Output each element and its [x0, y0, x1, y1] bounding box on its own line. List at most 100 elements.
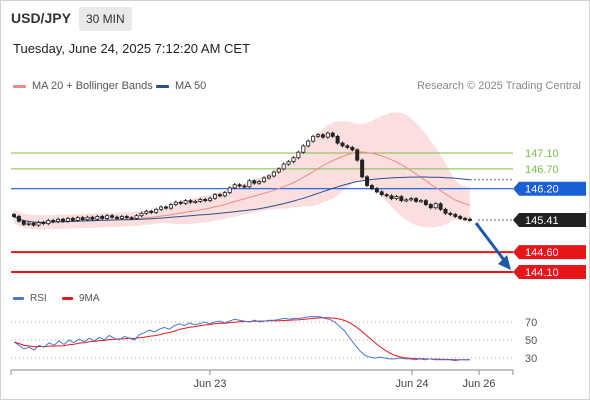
candle-down — [217, 194, 222, 197]
candle-up — [75, 217, 80, 221]
candle-down — [237, 184, 242, 187]
candle-down — [428, 204, 433, 209]
candle-down — [51, 220, 56, 223]
candle-up — [198, 199, 203, 202]
candle-down — [11, 214, 16, 217]
candle-down — [124, 216, 129, 219]
candle-up — [409, 198, 414, 201]
candle-down — [41, 222, 46, 225]
candle-up — [95, 216, 100, 220]
symbol-title: USD/JPY — [11, 10, 71, 26]
candle-up — [296, 151, 301, 159]
price-tag-text-144.60: 144.60 — [525, 247, 559, 259]
candle-down — [61, 218, 66, 222]
candle-down — [467, 218, 472, 221]
rsi-swatch — [13, 296, 24, 300]
candle-up — [227, 187, 232, 194]
candle-up — [247, 180, 252, 188]
ma50-swatch — [156, 84, 169, 88]
candle-down — [360, 159, 365, 178]
candle-down — [355, 149, 360, 161]
candle-down — [80, 217, 85, 221]
candle-up — [139, 212, 144, 217]
candle-up — [105, 215, 110, 219]
price-tag-text-146.20: 146.20 — [525, 184, 559, 196]
candle-up — [119, 216, 124, 219]
candle-down — [443, 208, 448, 214]
candle-down — [438, 203, 443, 210]
candle-down — [340, 142, 345, 147]
candle-down — [448, 212, 453, 215]
timeframe-button[interactable]: 30 MIN — [79, 7, 132, 31]
legend-label: 9MA — [79, 293, 100, 304]
candle-down — [163, 206, 168, 209]
candle-up — [154, 208, 159, 213]
candle-up — [291, 157, 296, 163]
candle-up — [46, 220, 51, 225]
candle-up — [276, 168, 281, 173]
candle-up — [271, 171, 276, 177]
candle-up — [183, 200, 188, 204]
candle-down — [16, 216, 21, 222]
candle-up — [281, 163, 286, 170]
candle-down — [463, 218, 468, 221]
ma9-swatch — [62, 296, 73, 300]
rsi-tick-50: 50 — [525, 335, 537, 347]
header-bar: USD/JPY 30 MIN — [0, 0, 590, 36]
candle-down — [203, 199, 208, 202]
ma20-swatch — [13, 84, 26, 88]
candle-down — [458, 216, 463, 219]
candle-up — [306, 140, 311, 147]
price-tag-146.20 — [513, 181, 586, 196]
candle-down — [110, 215, 115, 218]
candle-down — [384, 194, 389, 197]
candle-down — [379, 191, 384, 196]
candle-up — [232, 184, 237, 189]
legend-label: MA 50 — [175, 80, 207, 92]
level-label-147.10: 147.10 — [525, 148, 559, 160]
candle-down — [389, 195, 394, 200]
candle-up — [213, 194, 218, 199]
credit-text: Research © 2025 Trading Central — [416, 80, 581, 92]
ma50-line — [13, 176, 471, 223]
candle-up — [193, 200, 198, 203]
x-tick-label: Jun 23 — [193, 378, 226, 390]
legend-item-ma50: MA 50 — [156, 80, 206, 92]
candle-up — [433, 203, 438, 209]
candle-down — [100, 216, 105, 219]
x-tick-label: Jun 26 — [462, 378, 495, 390]
candle-up — [65, 218, 70, 222]
candle-up — [85, 216, 90, 221]
candle-down — [70, 218, 75, 221]
candle-up — [56, 218, 61, 223]
candle-down — [149, 210, 154, 213]
candle-down — [374, 188, 379, 193]
rsi-line — [13, 316, 470, 362]
candle-down — [423, 200, 428, 205]
price-tag-144.60 — [513, 245, 586, 260]
candle-down — [178, 201, 183, 204]
candle-up — [208, 197, 213, 202]
legend-label: RSI — [30, 293, 47, 304]
candle-down — [31, 222, 36, 226]
candle-up — [173, 201, 178, 205]
candle-up — [418, 200, 423, 203]
price-tag-text-144.10: 144.10 — [525, 267, 559, 279]
candle-up — [26, 222, 31, 225]
price-tag-text-145.41: 145.41 — [525, 215, 559, 227]
candle-down — [345, 145, 350, 148]
forecast-arrow-head — [498, 255, 511, 270]
candle-up — [266, 175, 271, 179]
forecast-arrow-shaft — [474, 222, 509, 265]
candle-up — [159, 206, 164, 210]
candle-down — [399, 196, 404, 201]
candle-down — [350, 147, 355, 151]
candle-down — [414, 198, 419, 202]
legend-label: MA 20 + Bollinger Bands — [32, 80, 153, 92]
candle-up — [301, 145, 306, 153]
rsi-tick-70: 70 — [525, 317, 537, 329]
candle-down — [129, 217, 134, 220]
rsi-tick-30: 30 — [525, 353, 537, 365]
legend-item-ma20: MA 20 + Bollinger Bands — [13, 80, 153, 92]
